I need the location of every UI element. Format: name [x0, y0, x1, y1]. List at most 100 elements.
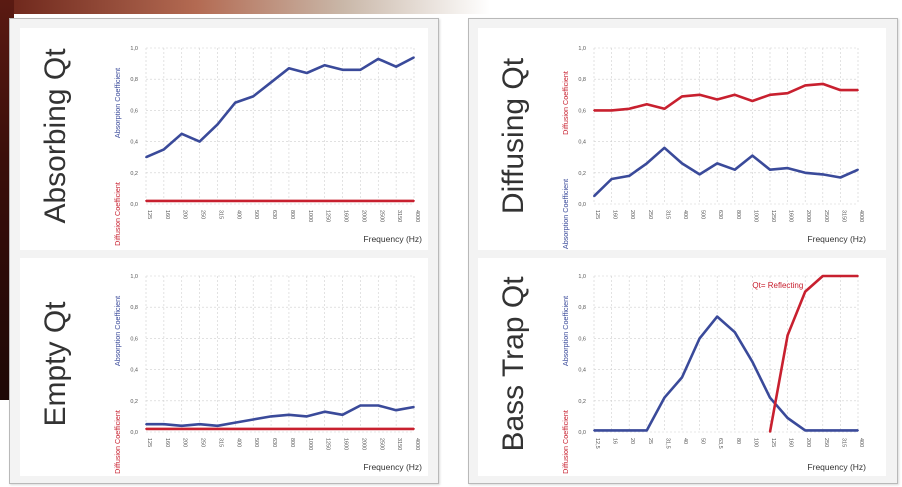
data-point — [341, 413, 344, 416]
data-point — [413, 199, 415, 202]
data-point — [804, 429, 807, 432]
x-tick-label: 125 — [146, 210, 152, 219]
data-point — [305, 72, 308, 74]
data-point — [323, 64, 326, 67]
x-tick-label: 31,5 — [664, 438, 670, 449]
x-tick-label: 125 — [594, 210, 600, 219]
data-point — [323, 410, 326, 413]
data-point — [698, 337, 701, 340]
data-point — [645, 429, 648, 432]
data-point — [305, 415, 308, 418]
x-axis-label: Frequency (Hz) — [807, 234, 866, 244]
x-tick-label: 3150 — [396, 438, 402, 450]
data-point — [593, 429, 595, 432]
y-tick-label: 0,8 — [130, 77, 138, 83]
y-tick-label: 0,4 — [578, 368, 586, 374]
x-tick-label: 1000 — [752, 210, 758, 222]
x-tick-label: 200 — [182, 438, 188, 447]
data-point — [395, 65, 398, 68]
x-tick-label: 125 — [770, 438, 776, 447]
x-tick-label: 4000 — [414, 210, 420, 222]
data-point — [377, 199, 380, 202]
data-point — [198, 423, 201, 426]
data-point — [216, 427, 219, 430]
x-tick-label: 200 — [805, 438, 811, 447]
data-point — [234, 427, 237, 430]
x-tick-label: 2500 — [378, 438, 384, 450]
data-point — [180, 427, 183, 430]
x-tick-label: 80 — [735, 438, 741, 444]
data-point — [198, 427, 201, 430]
x-tick-label: 100 — [752, 438, 758, 447]
x-tick-label: 630 — [271, 438, 277, 447]
data-point — [628, 175, 631, 177]
data-point — [821, 275, 824, 277]
data-point — [145, 199, 147, 202]
data-point — [733, 93, 736, 96]
chart-bass-trap: Bass Trap Qt Absorption Coefficient Diffus… — [497, 274, 866, 474]
data-point — [216, 424, 219, 427]
y-tick-label: 0,0 — [130, 202, 138, 208]
data-point — [145, 427, 147, 430]
data-point — [180, 132, 183, 135]
y-axis-label-bottom: Diffusion Coefficient — [113, 182, 122, 246]
data-point — [593, 109, 595, 112]
data-point — [216, 199, 219, 202]
y-tick-label: 0,4 — [130, 140, 138, 146]
data-point — [413, 427, 415, 430]
data-point — [341, 427, 344, 430]
data-point — [821, 173, 824, 176]
series-line-blue — [146, 404, 415, 428]
data-point — [377, 427, 380, 430]
data-point — [857, 89, 859, 92]
data-point — [698, 93, 701, 96]
data-point — [305, 199, 308, 202]
y-axis-label-top: Absorption Coefficient — [113, 296, 122, 366]
data-point — [234, 421, 237, 424]
chart-title: Diffusing Qt — [497, 57, 530, 214]
series-line-blue — [594, 315, 858, 432]
data-point — [716, 98, 719, 101]
data-point — [857, 429, 859, 432]
x-tick-label: 250 — [200, 438, 206, 447]
data-point — [413, 406, 415, 408]
x-tick-label: 1250 — [325, 210, 331, 222]
y-tick-label: 1,0 — [130, 274, 138, 280]
x-tick-label: 3150 — [840, 210, 846, 222]
x-tick-label: 315 — [217, 210, 223, 219]
data-point — [769, 431, 771, 433]
data-point — [663, 107, 666, 110]
data-point — [395, 409, 398, 412]
data-point — [839, 275, 842, 277]
x-tick-label: 250 — [200, 210, 206, 219]
data-point — [180, 199, 183, 202]
data-point — [733, 168, 736, 171]
y-tick-label: 0,0 — [578, 202, 586, 208]
chart-title: Empty Qt — [39, 301, 72, 427]
x-tick-label: 250 — [823, 438, 829, 447]
series-line-red — [768, 274, 858, 433]
x-tick-label: 400 — [858, 438, 864, 447]
background-photo-strip — [0, 0, 490, 14]
x-axis-label: Frequency (Hz) — [363, 234, 422, 244]
x-tick-label: 3150 — [396, 210, 402, 222]
data-point — [234, 101, 237, 104]
data-point — [663, 146, 666, 149]
data-point — [681, 162, 683, 165]
data-point — [628, 107, 631, 110]
x-tick-label: 63,5 — [717, 438, 723, 449]
data-point — [359, 404, 362, 407]
y-axis-label-bottom: Diffusion Coefficient — [113, 410, 122, 474]
x-tick-label: 1250 — [770, 210, 776, 222]
y-tick-label: 0,6 — [130, 108, 138, 114]
data-point — [698, 173, 701, 176]
x-tick-label: 40 — [682, 438, 688, 444]
x-tick-label: 800 — [735, 210, 741, 219]
data-point — [610, 178, 613, 180]
y-tick-label: 0,2 — [130, 399, 138, 405]
x-tick-label: 2500 — [378, 210, 384, 222]
x-tick-label: 160 — [164, 210, 170, 219]
y-tick-label: 0,6 — [578, 108, 586, 114]
data-point — [857, 275, 859, 277]
data-point — [270, 415, 272, 418]
